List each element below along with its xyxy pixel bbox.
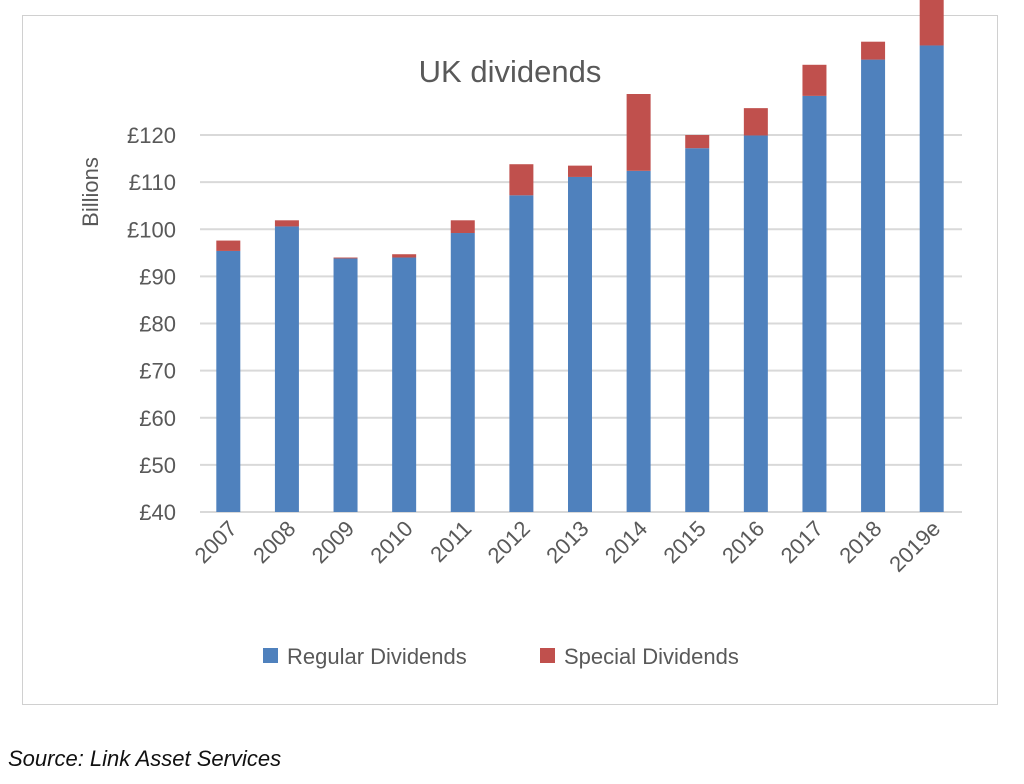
x-tick-label: 2016 [717,516,769,568]
chart-frame [22,15,998,705]
x-tick-label: 2008 [248,516,300,568]
x-tick-label: 2009 [307,516,359,568]
legend-label: Special Dividends [564,644,739,669]
x-tick-label: 2013 [541,516,593,568]
bar-special [392,254,417,258]
bar-special [919,0,944,46]
x-tick-label: 2007 [190,516,242,568]
source-note: Source: Link Asset Services [8,746,282,771]
bar-regular [919,45,944,513]
bar-special [685,135,710,149]
bar-regular [274,226,299,513]
x-tick-label: 2010 [365,516,417,568]
legend: Regular Dividends Special Dividends [263,644,739,669]
legend-label: Regular Dividends [287,644,467,669]
bar-regular [685,148,710,512]
bar-special [509,164,534,196]
x-tick-label: 2014 [600,516,652,568]
bar-regular [450,233,475,512]
bar-regular [568,176,592,512]
chart-title: UK dividends [419,54,602,89]
y-tick-label: £80 [139,312,176,337]
x-tick-label: 2012 [483,516,535,568]
x-tick-label: 2019e [884,516,945,577]
bar-special [802,64,827,96]
y-tick-label: £50 [139,453,176,478]
legend-swatch [263,648,278,663]
y-tick-label: £120 [127,123,176,148]
x-tick-label: 2015 [658,516,710,568]
bar-regular [333,258,358,512]
y-tick-label: £60 [139,406,176,431]
bar-regular [802,95,827,512]
x-tick-labels: 2007 2008 2009 2010 2011 2012 2013 2014 2015 2016… [190,516,946,577]
gridlines [200,134,962,513]
bar-regular [216,250,241,513]
bar-special [861,41,886,60]
bar-special [216,240,241,251]
y-tick-label: £40 [139,500,176,525]
x-tick-label: 2011 [425,516,476,567]
bars [216,0,944,513]
bar-regular [392,257,417,512]
x-tick-label: 2017 [776,516,828,568]
bar-special [333,257,358,259]
y-tick-labels: £40 £50 £60 £70 £80 £90 £100 £110 £120 [127,123,176,525]
bar-special [743,108,768,136]
bar-regular [861,59,886,512]
y-tick-label: £90 [139,264,176,289]
bar-regular [743,135,768,512]
y-axis-label: Billions [78,157,103,227]
bar-regular [626,170,651,512]
legend-swatch [540,648,555,663]
y-tick-label: £100 [127,217,176,242]
bar-special [274,220,299,227]
x-tick-label: 2018 [834,516,886,568]
bar-special [568,165,592,177]
y-tick-label: £110 [129,170,176,195]
bar-special [626,94,651,171]
bar-special [450,220,475,234]
bar-regular [509,195,534,512]
y-tick-label: £70 [139,359,176,384]
